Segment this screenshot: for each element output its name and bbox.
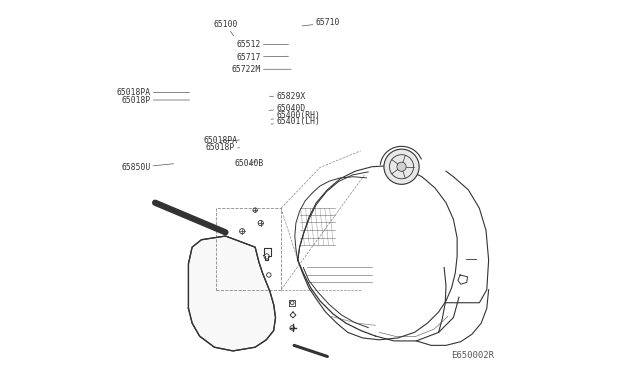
Circle shape: [384, 149, 419, 185]
Text: 65018P: 65018P: [205, 143, 239, 152]
Text: 65100: 65100: [213, 20, 237, 36]
Text: 65710: 65710: [302, 19, 340, 28]
Text: E650002R: E650002R: [451, 351, 494, 360]
Polygon shape: [188, 236, 276, 351]
Text: 65717: 65717: [236, 52, 289, 61]
Text: 65040B: 65040B: [235, 159, 264, 168]
Text: 65850U: 65850U: [122, 163, 173, 172]
Bar: [216, 208, 281, 290]
Text: 65512: 65512: [236, 40, 289, 49]
Text: 65400(RH): 65400(RH): [271, 111, 320, 120]
Text: 65040D: 65040D: [269, 104, 305, 113]
Text: 65829X: 65829X: [269, 92, 305, 101]
Circle shape: [397, 162, 406, 171]
Text: 65401(LH): 65401(LH): [271, 117, 320, 126]
Text: 65018PA: 65018PA: [204, 136, 239, 145]
Text: 65018P: 65018P: [122, 96, 189, 105]
Text: 65018PA: 65018PA: [116, 88, 189, 97]
Text: 65722M: 65722M: [232, 65, 291, 74]
